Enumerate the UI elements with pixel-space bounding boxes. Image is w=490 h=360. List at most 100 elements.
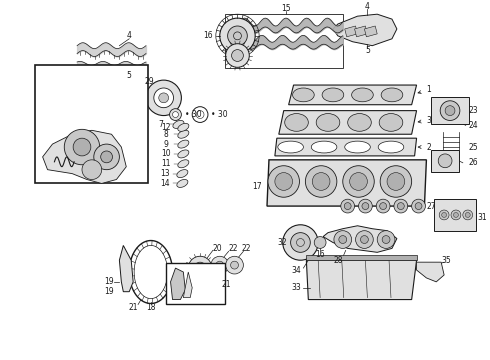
Ellipse shape xyxy=(348,113,371,131)
Text: 22: 22 xyxy=(242,244,251,253)
Circle shape xyxy=(146,80,181,116)
Text: 31: 31 xyxy=(478,213,488,222)
Circle shape xyxy=(362,203,369,210)
Text: 33: 33 xyxy=(292,283,301,292)
Circle shape xyxy=(192,107,208,122)
Circle shape xyxy=(412,199,425,213)
Ellipse shape xyxy=(178,150,189,158)
Circle shape xyxy=(228,26,247,46)
Bar xyxy=(35,66,148,184)
Text: 29: 29 xyxy=(144,77,154,86)
Circle shape xyxy=(82,160,101,180)
Text: 35: 35 xyxy=(441,256,451,265)
Text: 22: 22 xyxy=(229,244,238,253)
Circle shape xyxy=(220,18,255,54)
Polygon shape xyxy=(267,160,426,206)
Polygon shape xyxy=(345,26,358,37)
Bar xyxy=(431,150,459,172)
Text: 4: 4 xyxy=(365,2,370,11)
Text: 28: 28 xyxy=(333,256,343,265)
Circle shape xyxy=(350,173,368,190)
Ellipse shape xyxy=(178,130,189,138)
Circle shape xyxy=(170,109,181,121)
Text: 13: 13 xyxy=(160,169,170,178)
Text: 25: 25 xyxy=(469,143,478,152)
Circle shape xyxy=(64,129,99,165)
Text: 5: 5 xyxy=(127,71,132,80)
Circle shape xyxy=(463,210,473,220)
Ellipse shape xyxy=(378,141,404,153)
Circle shape xyxy=(451,210,461,220)
Circle shape xyxy=(441,212,446,217)
Circle shape xyxy=(356,231,373,248)
Text: 23: 23 xyxy=(469,106,478,115)
Ellipse shape xyxy=(293,88,314,102)
Polygon shape xyxy=(275,138,416,156)
Circle shape xyxy=(268,166,299,197)
Circle shape xyxy=(387,173,405,190)
Ellipse shape xyxy=(381,88,403,102)
Text: 21: 21 xyxy=(222,280,231,289)
Circle shape xyxy=(211,256,229,274)
Ellipse shape xyxy=(177,179,188,188)
Text: 20: 20 xyxy=(213,244,222,253)
Circle shape xyxy=(314,237,326,248)
Circle shape xyxy=(377,231,395,248)
Text: 16: 16 xyxy=(316,250,325,259)
Text: • 30: • 30 xyxy=(212,110,228,119)
Text: 11: 11 xyxy=(161,159,171,168)
Circle shape xyxy=(73,138,91,156)
Circle shape xyxy=(231,261,239,269)
Ellipse shape xyxy=(178,160,189,168)
Circle shape xyxy=(380,166,412,197)
Polygon shape xyxy=(289,85,416,105)
Circle shape xyxy=(275,173,293,190)
Text: 1: 1 xyxy=(418,85,431,94)
Text: 3: 3 xyxy=(418,116,431,125)
Circle shape xyxy=(341,199,355,213)
Text: 8: 8 xyxy=(163,130,168,139)
Text: 26: 26 xyxy=(469,158,478,167)
Circle shape xyxy=(382,235,390,243)
Circle shape xyxy=(361,235,368,243)
Ellipse shape xyxy=(322,88,344,102)
Ellipse shape xyxy=(278,141,303,153)
Circle shape xyxy=(397,203,404,210)
Text: 16: 16 xyxy=(203,31,213,40)
Circle shape xyxy=(216,261,224,269)
Circle shape xyxy=(415,203,422,210)
Bar xyxy=(434,199,476,231)
Circle shape xyxy=(440,101,460,121)
Text: 9: 9 xyxy=(163,140,168,149)
Circle shape xyxy=(226,256,244,274)
Text: 2: 2 xyxy=(418,143,431,152)
Ellipse shape xyxy=(379,113,403,131)
Text: 19: 19 xyxy=(104,277,113,286)
Ellipse shape xyxy=(173,120,184,129)
Circle shape xyxy=(343,166,374,197)
Text: 18: 18 xyxy=(146,303,156,312)
Bar xyxy=(306,255,416,260)
Circle shape xyxy=(438,154,452,168)
Text: 14: 14 xyxy=(160,179,170,188)
Bar xyxy=(166,263,225,305)
Circle shape xyxy=(334,231,352,248)
Text: 17: 17 xyxy=(252,182,262,191)
Circle shape xyxy=(439,210,449,220)
Circle shape xyxy=(188,256,212,280)
Polygon shape xyxy=(183,272,192,298)
Circle shape xyxy=(94,144,120,170)
Polygon shape xyxy=(333,14,397,46)
Bar xyxy=(431,97,469,125)
Polygon shape xyxy=(171,268,185,300)
Text: 10: 10 xyxy=(161,149,171,158)
Circle shape xyxy=(172,112,178,117)
Polygon shape xyxy=(323,226,397,252)
Ellipse shape xyxy=(311,141,337,153)
Circle shape xyxy=(359,199,372,213)
Circle shape xyxy=(394,199,408,213)
Text: 5: 5 xyxy=(365,46,370,55)
Circle shape xyxy=(344,203,351,210)
Polygon shape xyxy=(120,246,133,292)
Text: 15: 15 xyxy=(281,4,291,13)
